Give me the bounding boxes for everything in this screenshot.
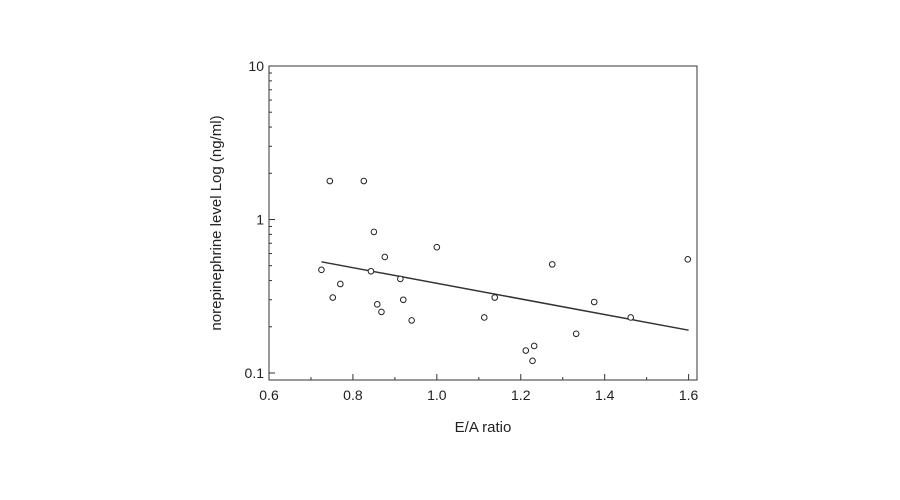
- x-tick-label: 1.6: [679, 387, 699, 403]
- trendline-group: [321, 261, 689, 331]
- y-axis-label: norepinephrine level Log (ng/ml): [208, 115, 225, 330]
- data-point: [572, 330, 580, 338]
- data-point: [337, 280, 344, 288]
- x-tick-label: 1.2: [511, 387, 531, 403]
- data-points: [318, 177, 692, 365]
- data-point: [530, 342, 538, 350]
- data-point: [329, 294, 337, 301]
- data-point: [433, 243, 441, 251]
- data-point: [548, 261, 556, 268]
- plot-frame: [268, 65, 698, 381]
- data-point: [381, 253, 389, 261]
- data-point: [378, 308, 385, 316]
- regression-line: [321, 261, 689, 331]
- data-point: [373, 301, 381, 308]
- data-point: [491, 294, 499, 301]
- y-tick-label: 10: [248, 58, 264, 74]
- y-axis: 0.1 1 10: [245, 58, 275, 381]
- data-point: [326, 177, 334, 185]
- x-axis-label: E/A ratio: [455, 419, 512, 436]
- data-point: [367, 267, 375, 275]
- x-tick-label: 1.0: [427, 387, 447, 403]
- data-point: [360, 177, 368, 185]
- x-tick-label: 0.8: [343, 387, 363, 403]
- data-point: [370, 228, 378, 236]
- data-point: [399, 296, 407, 304]
- data-point: [397, 275, 404, 283]
- data-point: [408, 317, 415, 324]
- data-point: [318, 266, 325, 274]
- data-point: [627, 314, 635, 321]
- y-tick-label: 1: [256, 211, 264, 227]
- data-point: [529, 357, 536, 365]
- x-tick-label: 1.4: [595, 387, 615, 403]
- x-axis: 0.6 0.8 1.0 1.2 1.4 1.6: [259, 374, 699, 403]
- data-point: [590, 298, 598, 306]
- x-tick-label: 0.6: [259, 387, 279, 403]
- data-point: [522, 347, 530, 354]
- y-tick-label: 0.1: [245, 365, 265, 381]
- data-point: [480, 314, 488, 321]
- data-point: [684, 256, 692, 263]
